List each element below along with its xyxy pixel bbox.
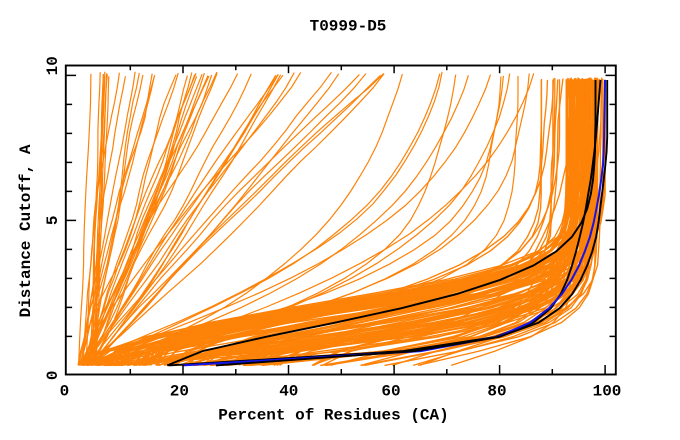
svg-text:Distance Cutoff, A: Distance Cutoff, A (17, 144, 35, 317)
svg-text:60: 60 (381, 383, 400, 401)
svg-text:100: 100 (593, 383, 622, 401)
svg-text:20: 20 (170, 383, 189, 401)
svg-text:0: 0 (44, 370, 62, 380)
svg-text:10: 10 (44, 56, 62, 75)
svg-text:80: 80 (487, 383, 506, 401)
svg-text:40: 40 (279, 383, 298, 401)
svg-text:Percent of Residues (CA): Percent of Residues (CA) (218, 407, 448, 425)
svg-text:T0999-D5: T0999-D5 (310, 18, 387, 36)
svg-text:5: 5 (44, 215, 62, 225)
svg-text:0: 0 (60, 383, 70, 401)
